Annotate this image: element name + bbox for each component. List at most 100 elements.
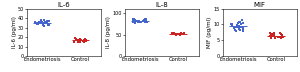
Point xyxy=(139,21,144,22)
Title: MIF: MIF xyxy=(254,2,266,8)
Point xyxy=(78,39,83,41)
Point xyxy=(279,36,284,38)
Point xyxy=(131,22,136,23)
Point xyxy=(279,37,283,38)
Point xyxy=(40,22,45,23)
Point xyxy=(237,21,242,22)
Point xyxy=(136,22,141,23)
Point xyxy=(142,19,147,20)
Point xyxy=(229,23,234,24)
Point xyxy=(236,22,241,23)
Point xyxy=(279,34,284,35)
Point xyxy=(269,33,274,34)
Point xyxy=(40,22,44,23)
Point xyxy=(280,34,285,35)
Point xyxy=(241,27,246,28)
Point xyxy=(133,19,138,20)
Point xyxy=(133,19,137,20)
Y-axis label: MIF (pg/ml): MIF (pg/ml) xyxy=(207,17,212,48)
Point xyxy=(174,34,179,35)
Point xyxy=(136,21,140,22)
Point xyxy=(75,42,80,43)
Point xyxy=(268,36,272,37)
Point xyxy=(72,41,76,42)
Point xyxy=(39,21,44,22)
Point xyxy=(240,19,245,21)
Point xyxy=(236,25,240,26)
Point xyxy=(135,20,140,21)
Point xyxy=(143,19,148,20)
Point xyxy=(83,40,88,41)
Point xyxy=(77,41,82,42)
Point xyxy=(41,20,46,21)
Point xyxy=(141,19,146,21)
Point xyxy=(239,23,244,24)
Point xyxy=(176,33,181,34)
Point xyxy=(80,40,85,41)
Point xyxy=(175,33,179,34)
Point xyxy=(272,33,277,34)
Point xyxy=(236,29,241,30)
Point xyxy=(241,22,246,24)
Point xyxy=(39,20,44,21)
Point xyxy=(173,33,178,34)
Point xyxy=(271,35,276,37)
Point xyxy=(237,30,242,31)
Point xyxy=(269,35,274,37)
Point xyxy=(131,19,136,20)
Point xyxy=(45,22,50,23)
Point xyxy=(76,41,81,43)
Point xyxy=(131,19,136,20)
Point xyxy=(232,26,237,27)
Point xyxy=(173,34,178,35)
Point xyxy=(37,22,42,23)
Y-axis label: IL-6 (pg/ml): IL-6 (pg/ml) xyxy=(12,16,16,48)
Point xyxy=(46,21,51,22)
Point xyxy=(77,41,82,42)
Point xyxy=(182,33,186,34)
Point xyxy=(172,34,176,35)
Point xyxy=(45,20,50,21)
Point xyxy=(271,34,276,36)
Point xyxy=(42,23,47,24)
Point xyxy=(142,22,147,23)
Point xyxy=(40,24,45,25)
Point xyxy=(84,39,89,41)
Point xyxy=(131,21,136,22)
Point xyxy=(137,20,142,21)
Point xyxy=(82,40,87,41)
Point xyxy=(33,22,38,23)
Point xyxy=(241,29,246,30)
Point xyxy=(276,36,280,38)
Point xyxy=(237,26,242,27)
Point xyxy=(78,38,83,40)
Point xyxy=(272,35,277,36)
Point xyxy=(43,22,48,24)
Point xyxy=(140,20,145,21)
Point xyxy=(174,34,178,35)
Point xyxy=(270,33,275,35)
Point xyxy=(77,40,82,41)
Point xyxy=(82,39,87,40)
Point xyxy=(233,30,238,31)
Point xyxy=(82,39,87,40)
Point xyxy=(77,40,82,42)
Point xyxy=(75,40,80,42)
Point xyxy=(135,20,140,22)
Point xyxy=(73,38,78,39)
Point xyxy=(171,34,176,35)
Point xyxy=(171,33,176,34)
Point xyxy=(174,33,179,34)
Point xyxy=(35,23,40,24)
Point xyxy=(43,22,48,23)
Point xyxy=(46,25,51,26)
Y-axis label: IL-8 (pg/ml): IL-8 (pg/ml) xyxy=(106,16,111,48)
Point xyxy=(277,36,282,37)
Point xyxy=(232,28,237,29)
Point xyxy=(280,35,285,36)
Point xyxy=(34,23,39,24)
Point xyxy=(81,39,86,40)
Point xyxy=(133,22,138,23)
Point xyxy=(229,24,234,25)
Point xyxy=(35,23,40,24)
